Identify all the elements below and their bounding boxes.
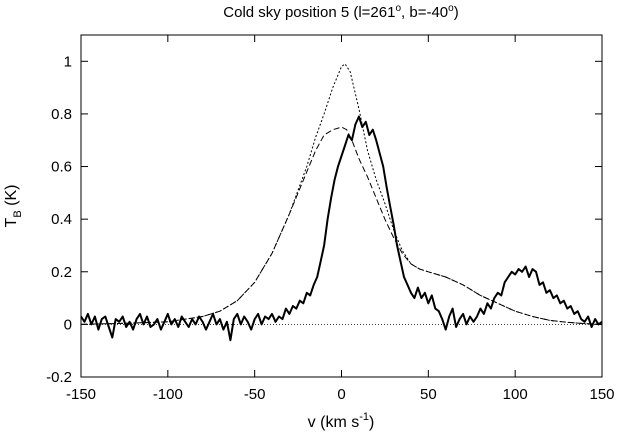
- x-tick-label: 50: [420, 386, 437, 403]
- x-tick-label: 150: [589, 386, 614, 403]
- title-main: Cold sky position 5 (l=261: [223, 4, 395, 21]
- title-end: ): [454, 4, 459, 21]
- chart-title: Cold sky position 5 (l=261o, b=-40o): [223, 3, 458, 21]
- series-line-1: [80, 115, 603, 342]
- x-axis-label-end: ): [369, 414, 374, 431]
- x-axis-label-exponent: -1: [359, 411, 369, 423]
- series-line-3: [80, 126, 603, 325]
- series-line-2: [80, 63, 603, 325]
- x-tick-label: -50: [244, 386, 266, 403]
- y-tick-label: 0.4: [51, 211, 72, 228]
- ticks-layer: -150 -100 -50 0 50 100 150 -0.2 0 0.2 0.4 0.6 0.8 1: [46, 35, 615, 403]
- x-tick-label: 100: [503, 386, 528, 403]
- y-tick-label: -0.2: [46, 369, 72, 386]
- y-axis-label-main: T: [3, 217, 20, 227]
- y-tick-label: 1: [64, 53, 72, 70]
- x-tick-label: -150: [66, 386, 96, 403]
- y-tick-label: 0.2: [51, 264, 72, 281]
- title-b-degree: o: [448, 3, 454, 14]
- x-tick-label: -100: [153, 386, 183, 403]
- data-layer: [80, 63, 603, 342]
- title-l-degree: o: [395, 3, 401, 14]
- y-axis-label: TB (K): [3, 185, 24, 228]
- title-mid: , b=-40: [401, 4, 448, 21]
- y-tick-label: 0.8: [51, 106, 72, 123]
- x-axis-label-main: v (km s: [308, 414, 360, 431]
- y-axis-label-subscript: B: [12, 210, 24, 217]
- y-tick-label: 0.6: [51, 159, 72, 176]
- x-tick-label: 0: [337, 386, 345, 403]
- y-axis-label-end: (K): [3, 185, 20, 211]
- y-tick-label: 0: [64, 316, 72, 333]
- x-axis-label: v (km s-1): [308, 411, 375, 431]
